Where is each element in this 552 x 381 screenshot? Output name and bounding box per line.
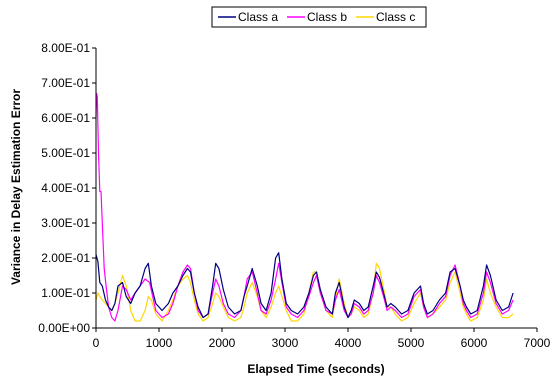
- x-tick-label: 0: [93, 336, 100, 350]
- y-tick-label: 2.00E-01: [41, 251, 90, 265]
- x-tick-label: 2000: [209, 336, 236, 350]
- series-line-class-c: [95, 262, 514, 322]
- x-tick-label: 6000: [461, 336, 488, 350]
- x-tick-label: 1000: [146, 336, 173, 350]
- legend-label-class-b: Class b: [307, 10, 347, 24]
- series-line-class-b: [95, 92, 514, 322]
- legend-entry-class-b: Class b: [287, 10, 347, 24]
- legend: Class a Class b Class c: [211, 6, 427, 28]
- legend-box: [211, 6, 427, 28]
- x-tick-label: 5000: [398, 336, 425, 350]
- x-axis-title: Elapsed Time (seconds): [247, 362, 384, 376]
- axes-layer: 0.00E+00 1.00E-01 2.00E-01 3.00E-01 4.00E-01…: [38, 41, 550, 350]
- y-tick-label: 7.00E-01: [41, 76, 90, 90]
- y-tick-label: 3.00E-01: [41, 216, 90, 230]
- x-tick-label: 3000: [272, 336, 299, 350]
- legend-entry-class-c: Class c: [356, 10, 415, 24]
- legend-label-class-a: Class a: [238, 10, 278, 24]
- x-tick-label: 4000: [335, 336, 362, 350]
- x-tick-label: 7000: [524, 336, 551, 350]
- y-tick-label: 4.00E-01: [41, 181, 90, 195]
- y-tick-label: 8.00E-01: [41, 41, 90, 55]
- y-tick-label: 0.00E+00: [38, 321, 90, 335]
- series-line-class-a: [95, 252, 514, 319]
- y-tick-label: 5.00E-01: [41, 146, 90, 160]
- series-layer: [95, 92, 514, 322]
- y-axis-title: Variance in Delay Estimation Error: [9, 89, 23, 285]
- y-tick-label: 1.00E-01: [41, 286, 90, 300]
- y-tick-label: 6.00E-01: [41, 111, 90, 125]
- legend-entry-class-a: Class a: [218, 10, 278, 24]
- legend-label-class-c: Class c: [376, 10, 415, 24]
